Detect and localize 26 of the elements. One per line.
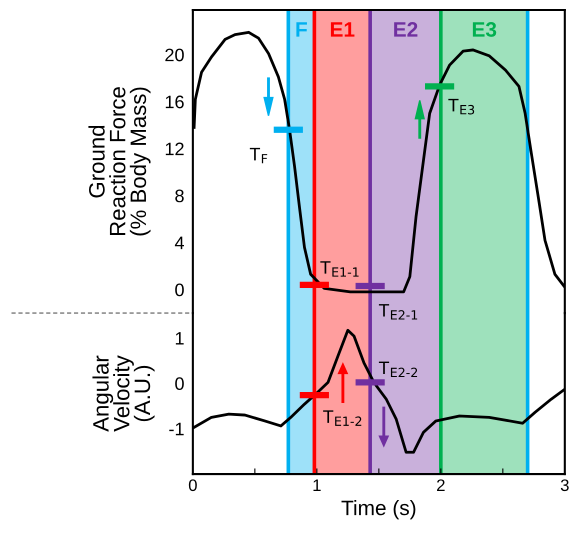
annotation: T$_{E1-1}$ bbox=[320, 261, 359, 277]
y-tick-label: 0 bbox=[175, 283, 184, 296]
band-label: F bbox=[296, 22, 307, 37]
y-tick-label: 8 bbox=[175, 190, 184, 202]
annotation: T$_{E2-2}$ bbox=[378, 362, 418, 378]
x-axis-title: Time (s) bbox=[342, 500, 416, 520]
y-tick-label: 1 bbox=[176, 332, 184, 345]
x-tick-label: 0 bbox=[188, 479, 197, 492]
band-label: E1 bbox=[330, 22, 354, 37]
annotation: T$_{E3}$ bbox=[448, 98, 474, 114]
y-tick-label: 0 bbox=[175, 377, 184, 390]
y-axis-title: Ground Reaction Force (% Body Mass) bbox=[88, 87, 151, 236]
y-tick-label: 4 bbox=[174, 236, 184, 250]
annotation: T$_{F}$ bbox=[250, 148, 268, 164]
y-tick-label: 16 bbox=[166, 96, 184, 108]
band-label: E2 bbox=[394, 22, 418, 37]
band-label: E3 bbox=[472, 22, 496, 37]
x-tick-label: 3 bbox=[560, 479, 569, 492]
y-axis-title: Angular Velocity (A.U.) bbox=[92, 355, 155, 432]
y-tick-label: 12 bbox=[166, 142, 184, 156]
x-tick-label: 2 bbox=[437, 479, 445, 491]
y-tick-label: 20 bbox=[165, 48, 184, 62]
annotation: T$_{E1-2}$ bbox=[323, 410, 362, 426]
annotation: T$_{E2-1}$ bbox=[378, 304, 418, 320]
y-tick-label: -1 bbox=[169, 422, 184, 436]
x-tick-label: 1 bbox=[313, 479, 321, 491]
